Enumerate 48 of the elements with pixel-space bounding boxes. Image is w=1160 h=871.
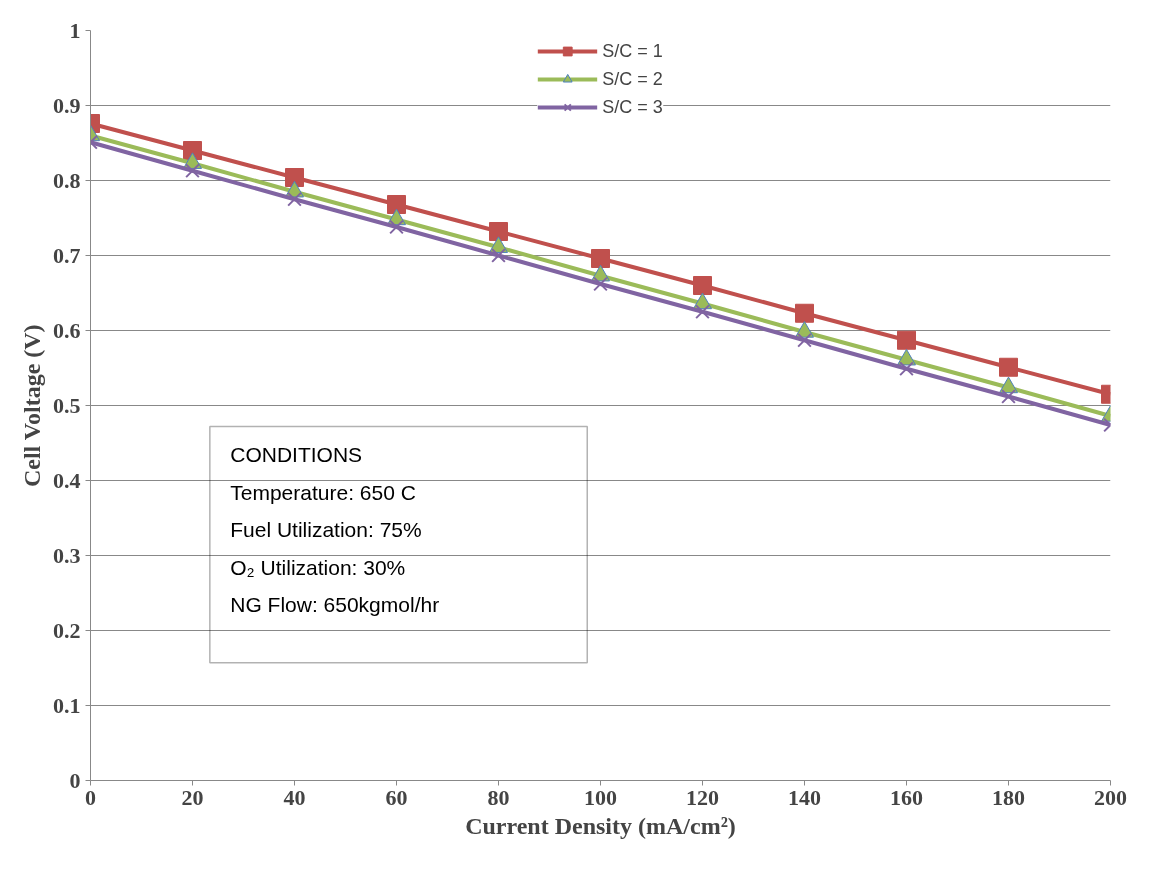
point bbox=[693, 276, 712, 295]
y-tick-label: 0.6 bbox=[53, 317, 81, 343]
x-tick-label: 20 bbox=[181, 784, 204, 810]
point bbox=[591, 249, 610, 268]
point bbox=[795, 303, 814, 323]
x-tick-label: 100 bbox=[584, 784, 617, 810]
point bbox=[1001, 389, 1016, 404]
x-tick-label: 200 bbox=[1094, 784, 1127, 810]
annotation: NG Flow: 650kgmol/hr bbox=[230, 593, 440, 617]
point bbox=[387, 195, 406, 214]
y-tick-label: 0 bbox=[69, 767, 81, 793]
annotation: CONDITIONS bbox=[230, 443, 363, 467]
y-tick-label: 0.7 bbox=[53, 242, 81, 268]
x-axis-title: Current Density (mA/cm²) bbox=[465, 812, 736, 839]
point bbox=[185, 163, 200, 179]
point bbox=[797, 332, 812, 348]
point bbox=[389, 219, 404, 235]
point bbox=[287, 191, 302, 207]
y-tick-label: 0.1 bbox=[53, 692, 81, 718]
y-tick-label: 0.2 bbox=[53, 617, 81, 643]
x-tick-label: 80 bbox=[487, 784, 510, 810]
x-tick-label: 120 bbox=[686, 784, 719, 810]
y-tick-label: 0.5 bbox=[53, 392, 81, 418]
point bbox=[899, 361, 914, 377]
y-tick-label: 0.8 bbox=[53, 167, 81, 193]
x-tick-label: 140 bbox=[788, 784, 821, 810]
annotation: Fuel Utilization: 75% bbox=[230, 518, 422, 542]
x-tick-label: 160 bbox=[890, 784, 923, 810]
point bbox=[285, 168, 304, 187]
point bbox=[489, 222, 508, 241]
legend-label: S/C = 1 bbox=[602, 40, 663, 62]
y-tick-label: 0.9 bbox=[53, 92, 81, 118]
point bbox=[593, 276, 608, 292]
point bbox=[999, 357, 1018, 377]
x-tick-label: 60 bbox=[385, 784, 408, 810]
x-tick-label: 180 bbox=[992, 784, 1025, 810]
point bbox=[897, 330, 916, 350]
point bbox=[695, 304, 710, 320]
annotation: Temperature: 650 C bbox=[230, 480, 416, 504]
y-tick-label: 0.3 bbox=[53, 542, 81, 568]
y-tick-label: 0.4 bbox=[53, 467, 81, 493]
legend-label: S/C = 2 bbox=[602, 68, 663, 90]
x-tick-label: 40 bbox=[283, 784, 306, 810]
annotation: O₂ Utilization: 30% bbox=[230, 555, 406, 579]
point bbox=[491, 248, 506, 263]
legend-label: S/C = 3 bbox=[602, 96, 663, 118]
y-tick-label: 1 bbox=[69, 17, 81, 43]
y-axis-title: Cell Voltage (V) bbox=[19, 324, 45, 488]
